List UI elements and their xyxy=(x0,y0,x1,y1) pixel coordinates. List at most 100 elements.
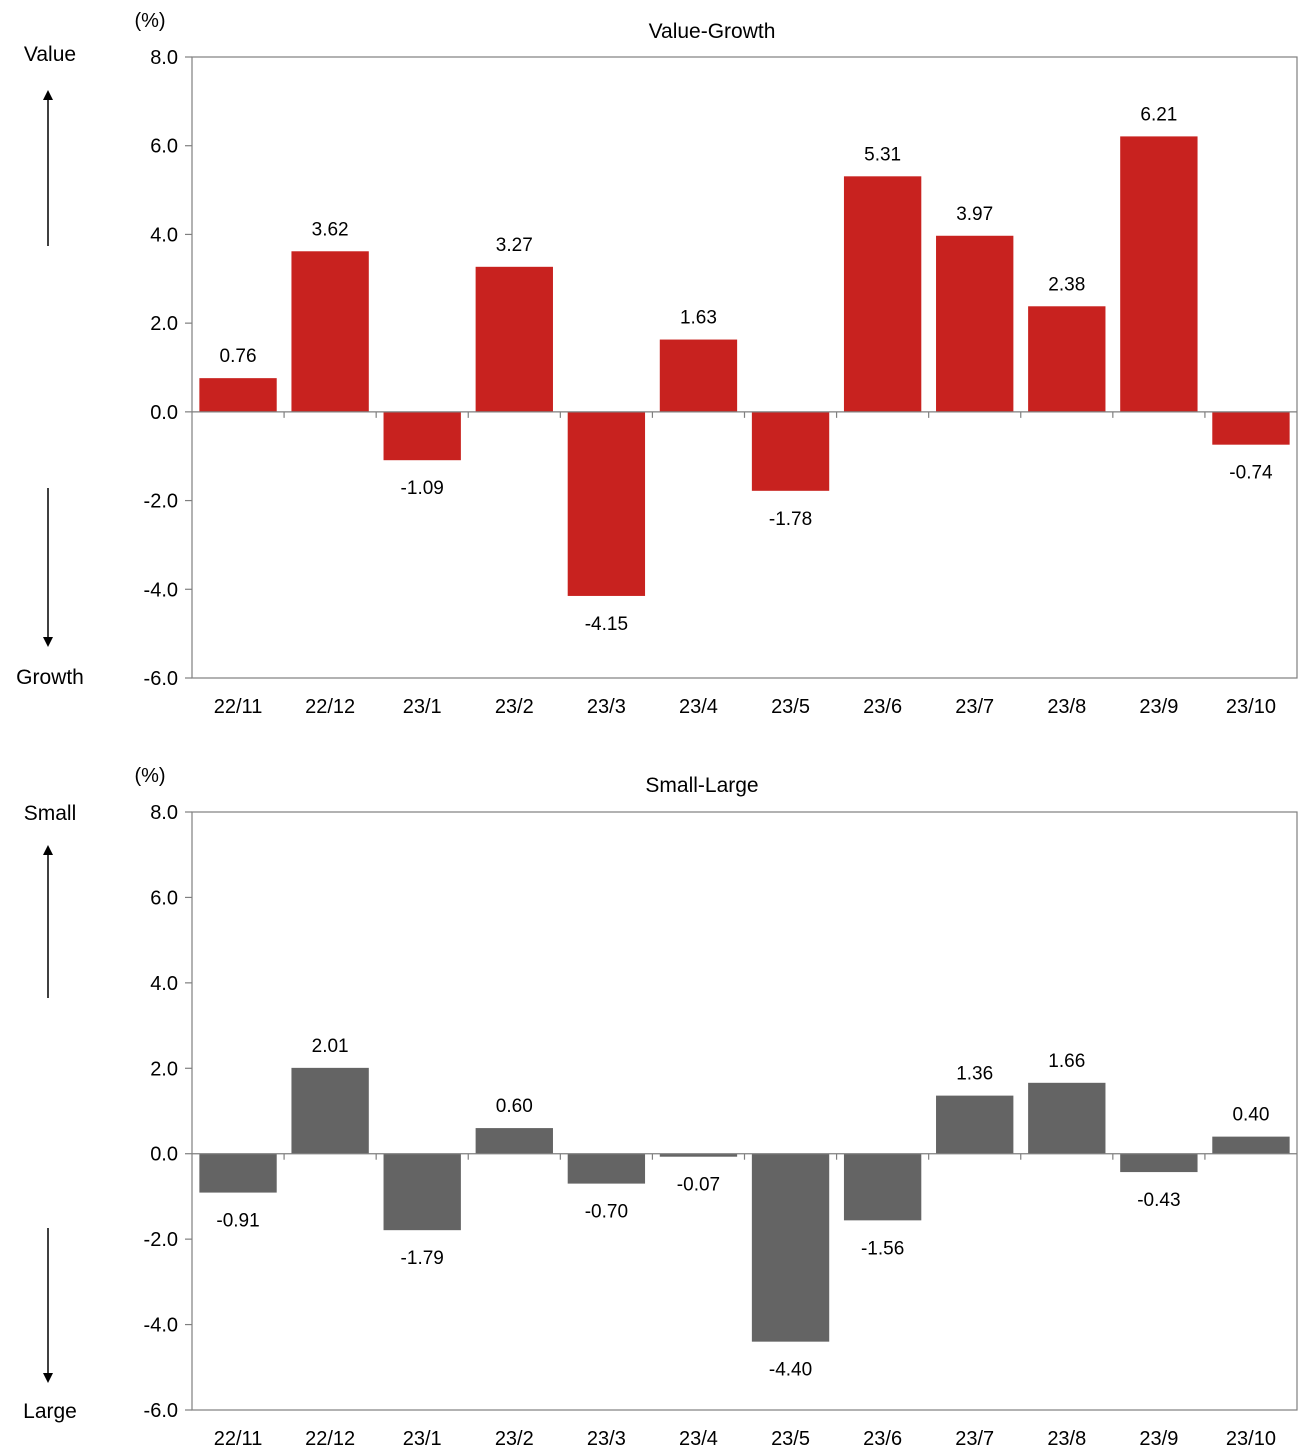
bar xyxy=(567,1153,646,1184)
y-tick-label: 8.0 xyxy=(150,47,178,69)
value-growth-chart: Value-Growth (%) Value Growth -6.0 -4.0 -2… xyxy=(16,10,1298,718)
data-label: -4.40 xyxy=(769,1360,812,1381)
data-label: 3.97 xyxy=(956,204,993,225)
bar xyxy=(1120,1153,1198,1173)
bar xyxy=(1120,136,1198,412)
bar xyxy=(843,1153,922,1221)
x-tick-label: 22/11 xyxy=(214,1428,263,1450)
unit-label: (%) xyxy=(134,765,165,787)
bar xyxy=(475,1128,553,1154)
x-tick-label: 22/12 xyxy=(305,1428,355,1450)
x-tick-label: 23/6 xyxy=(863,696,902,718)
data-label: -1.56 xyxy=(861,1238,904,1259)
y-tick-label: 2.0 xyxy=(150,1058,178,1080)
y-tick-label: 8.0 xyxy=(150,802,178,824)
data-label: -1.78 xyxy=(769,509,812,530)
data-label: -0.43 xyxy=(1137,1190,1180,1211)
bar xyxy=(199,1153,277,1193)
data-label: 0.60 xyxy=(496,1096,533,1117)
x-tick-label: 22/11 xyxy=(214,696,263,718)
data-label: -0.07 xyxy=(677,1175,720,1196)
chart-title: Small-Large xyxy=(645,774,758,797)
data-label: 3.62 xyxy=(312,219,349,240)
bar xyxy=(843,176,922,412)
y-tick-label: 4.0 xyxy=(150,973,178,995)
x-tick-label: 23/4 xyxy=(679,1428,718,1450)
top-direction-label: Value xyxy=(24,43,76,66)
bottom-direction-label: Growth xyxy=(16,666,84,689)
bar xyxy=(383,411,461,461)
data-labels: -0.91 2.01 -1.79 0.60 -0.70 -0.07 -4.40 -1.56 1.… xyxy=(216,1036,1269,1381)
data-label: -4.15 xyxy=(585,614,628,635)
data-label: 0.40 xyxy=(1232,1105,1269,1126)
bar-series xyxy=(199,1067,1290,1342)
y-tick-label: 0.0 xyxy=(150,1144,178,1166)
y-tick-label: 4.0 xyxy=(150,224,178,246)
x-tick-label: 23/2 xyxy=(495,696,534,718)
bar-series xyxy=(199,136,1290,596)
bar xyxy=(751,1153,830,1342)
x-tick-label: 23/1 xyxy=(403,696,442,718)
x-tick-label: 23/8 xyxy=(1047,696,1086,718)
bar xyxy=(567,411,646,596)
x-tick-label: 23/7 xyxy=(955,1428,994,1450)
x-tick-label: 23/3 xyxy=(587,696,626,718)
bar xyxy=(1212,1136,1290,1154)
y-tick-label: 0.0 xyxy=(150,402,178,424)
y-tick-label: -2.0 xyxy=(144,491,178,513)
x-axis: 22/11 22/12 23/1 23/2 23/3 23/4 23/5 23/6 23/7 23… xyxy=(214,1153,1276,1450)
bar xyxy=(1028,1082,1106,1154)
y-axis: -6.0 -4.0 -2.0 0.0 2.0 4.0 6.0 8.0 xyxy=(144,47,192,690)
x-tick-label: 23/5 xyxy=(771,1428,810,1450)
bar xyxy=(659,339,738,412)
x-tick-label: 23/5 xyxy=(771,696,810,718)
data-label: 6.21 xyxy=(1140,104,1177,125)
y-tick-label: -4.0 xyxy=(144,1315,178,1337)
data-labels: 0.76 3.62 -1.09 3.27 -4.15 1.63 -1.78 5.31 3.97 2… xyxy=(220,104,1273,635)
y-tick-label: -4.0 xyxy=(144,579,178,601)
plot-area-frame xyxy=(191,811,1298,1411)
data-label: -1.09 xyxy=(401,478,444,499)
x-tick-label: 23/2 xyxy=(495,1428,534,1450)
data-label: -1.79 xyxy=(401,1248,444,1269)
x-tick-label: 23/9 xyxy=(1139,696,1178,718)
bar xyxy=(383,1153,461,1231)
x-tick-label: 23/4 xyxy=(679,696,718,718)
x-tick-label: 23/6 xyxy=(863,1428,902,1450)
chart-title: Value-Growth xyxy=(649,20,776,43)
small-large-chart: Small-Large (%) Small Large -6.0 -4.0 -2.0… xyxy=(23,765,1298,1450)
y-tick-label: -2.0 xyxy=(144,1229,178,1251)
x-tick-label: 23/10 xyxy=(1226,1428,1276,1450)
x-tick-label: 23/8 xyxy=(1047,1428,1086,1450)
bar xyxy=(751,411,830,491)
data-label: -0.91 xyxy=(216,1211,259,1232)
data-label: 1.36 xyxy=(956,1064,993,1085)
data-label: -0.70 xyxy=(585,1202,628,1223)
y-tick-label: 6.0 xyxy=(150,887,178,909)
bar xyxy=(659,1153,738,1157)
bar xyxy=(291,1067,369,1154)
data-label: 0.76 xyxy=(220,346,257,367)
y-axis: -6.0 -4.0 -2.0 0.0 2.0 4.0 6.0 8.0 xyxy=(144,802,192,1422)
x-tick-label: 23/9 xyxy=(1139,1428,1178,1450)
bar xyxy=(1028,306,1106,412)
data-label: 3.27 xyxy=(496,235,533,256)
top-direction-label: Small xyxy=(24,802,77,825)
y-tick-label: 6.0 xyxy=(150,136,178,158)
data-label: -0.74 xyxy=(1229,463,1273,484)
bar xyxy=(291,251,369,412)
x-axis: 22/11 22/12 23/1 23/2 23/3 23/4 23/5 23/6 23/7 23… xyxy=(214,411,1276,718)
data-label: 1.66 xyxy=(1048,1051,1085,1072)
x-tick-label: 23/1 xyxy=(403,1428,442,1450)
x-tick-label: 22/12 xyxy=(305,696,355,718)
bar xyxy=(1212,411,1290,445)
bar xyxy=(936,235,1014,412)
bar xyxy=(199,378,277,412)
x-tick-label: 23/10 xyxy=(1226,696,1276,718)
y-tick-label: -6.0 xyxy=(144,1400,178,1422)
plot-area-frame xyxy=(191,56,1298,679)
y-tick-label: 2.0 xyxy=(150,313,178,335)
unit-label: (%) xyxy=(134,10,165,32)
data-label: 5.31 xyxy=(864,144,901,165)
